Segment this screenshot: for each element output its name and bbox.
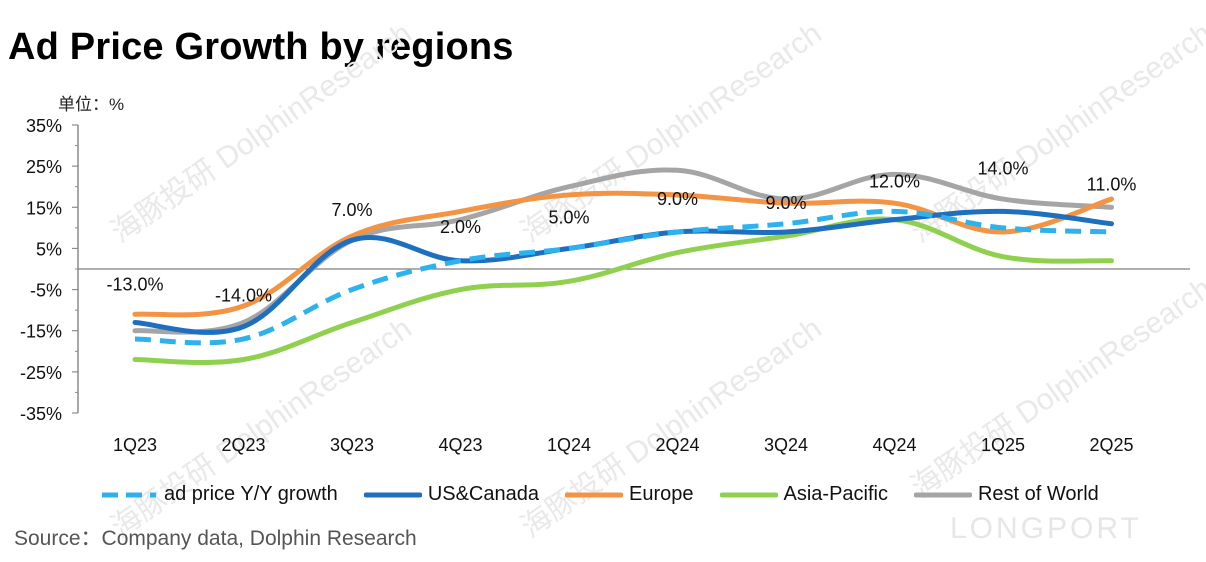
chart-title: Ad Price Growth by regions	[8, 26, 514, 68]
x-tick-label: 4Q24	[872, 435, 916, 455]
legend-swatch	[719, 492, 778, 497]
data-label: 2.0%	[440, 217, 481, 237]
legend-swatch	[363, 492, 422, 497]
data-label: 14.0%	[977, 158, 1028, 178]
x-tick-label: 4Q23	[438, 435, 482, 455]
legend-item: Rest of World	[913, 483, 1099, 506]
data-label: 9.0%	[765, 193, 806, 213]
series-line-asia-pacific	[132, 216, 1114, 365]
legend-label: Europe	[629, 483, 694, 505]
data-labels: -13.0% -14.0% 7.0% 2.0% 5.0% 9.0% 9.0% 12.0% 14.…	[106, 158, 1136, 305]
legend-label: Rest of World	[977, 483, 1099, 505]
legend: ad price Y/Y growth US&Canada Europe Asia-P…	[100, 483, 1125, 506]
legend-swatch	[913, 492, 972, 497]
data-label: 7.0%	[331, 200, 372, 220]
axes: 35% 25% 15% 5% -5% -15% -25% -35% 1Q23 2Q23 3Q23 4Q…	[20, 116, 1190, 455]
legend-swatch	[565, 492, 623, 497]
x-tick-label: 3Q24	[764, 435, 808, 455]
legend-item: Asia-Pacific	[719, 483, 888, 506]
x-tick-label: 2Q24	[655, 435, 699, 455]
series-line-ad-price-y-y-growth	[134, 208, 1112, 346]
x-tick-label: 2Q25	[1089, 435, 1133, 455]
series-lines	[132, 167, 1114, 365]
x-tick-label: 1Q24	[547, 435, 591, 455]
data-label: 11.0%	[1087, 175, 1137, 195]
y-tick-label: 15%	[26, 198, 62, 218]
x-tick-label: 1Q23	[113, 435, 157, 455]
legend-item: US&Canada	[363, 483, 539, 506]
y-tick-label: -25%	[20, 363, 62, 383]
y-tick-label: 25%	[26, 157, 62, 177]
data-label: 5.0%	[548, 207, 589, 227]
legend-item: ad price Y/Y growth	[100, 483, 338, 506]
y-tick-label: 35%	[26, 116, 62, 136]
series-line-us-canada	[132, 208, 1114, 335]
legend-label: Asia-Pacific	[783, 483, 888, 505]
legend-item: Europe	[565, 483, 694, 506]
legend-label: US&Canada	[427, 483, 539, 505]
y-tick-label: 5%	[36, 239, 62, 259]
watermark-logo: LONGPORT	[950, 512, 1142, 545]
y-tick-label: -15%	[20, 322, 62, 342]
data-label: -13.0%	[106, 274, 163, 294]
y-tick-label: -35%	[20, 404, 62, 424]
source-note: Source：Company data, Dolphin Research	[14, 527, 417, 550]
y-tick-label: -5%	[30, 281, 62, 301]
data-label: 9.0%	[657, 189, 698, 209]
x-tick-label: 1Q25	[981, 435, 1025, 455]
data-label: 12.0%	[869, 172, 920, 192]
legend-swatch	[102, 492, 156, 497]
x-tick-label: 2Q23	[221, 435, 265, 455]
unit-label: 单位：%	[58, 95, 125, 114]
legend-label: ad price Y/Y growth	[164, 483, 338, 505]
x-tick-label: 3Q23	[330, 435, 374, 455]
line-chart: 35% 25% 15% 5% -5% -15% -25% -35% 1Q23 2Q23 3Q23 4Q…	[20, 116, 1190, 455]
data-label: -14.0%	[215, 286, 272, 306]
